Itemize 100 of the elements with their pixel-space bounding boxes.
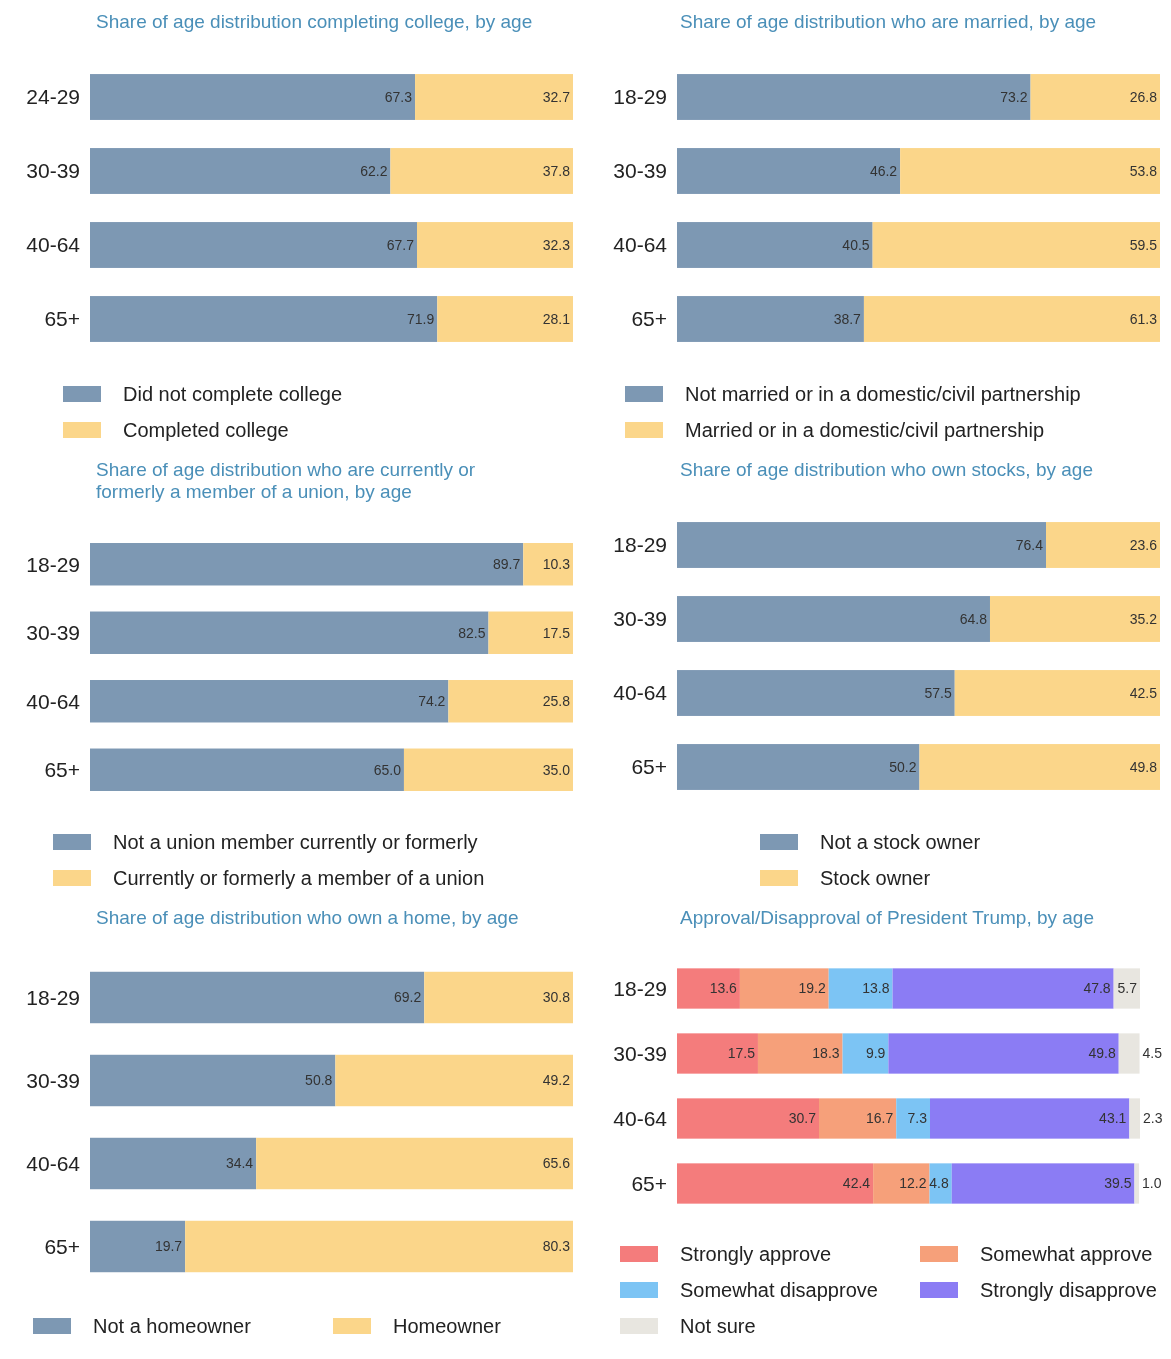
data-label: 46.2 [869,162,898,179]
data-label: 42.4 [842,1175,871,1192]
data-label: 65.0 [373,761,402,778]
legend-label: Did not complete college [123,383,343,405]
data-label: 64.8 [959,610,988,627]
legend-label: Strongly disapprove [980,1279,1157,1301]
bar [1129,1098,1140,1139]
bar [90,1137,257,1190]
data-label: 12.2 [899,1175,927,1192]
data-label: 30.8 [542,989,571,1006]
legend-label: Not a union member currently or formerly [113,831,478,853]
data-label: 89.7 [493,556,521,573]
bar [424,971,573,1024]
bar [954,670,1160,716]
data-label: 13.8 [862,980,890,997]
data-label: 9.9 [865,1045,886,1062]
legend-label: Homeowner [393,1315,502,1337]
bar [896,1098,931,1139]
data-label: 82.5 [458,624,486,641]
y-tick-label: 18-29 [613,533,667,557]
bar [90,74,416,120]
data-label: 71.9 [407,310,435,327]
y-tick-label: 30-39 [613,1041,667,1065]
bar [90,680,449,723]
bar [677,522,1047,568]
data-label: 49.8 [1088,1045,1116,1062]
y-tick-label: 18-29 [26,985,80,1009]
bar [989,596,1160,642]
data-label: 30.7 [788,1110,817,1127]
data-label: 28.1 [542,310,571,327]
bar [842,1033,889,1074]
y-tick-label: 40-64 [26,689,81,713]
data-label: 67.7 [386,236,415,253]
data-label: 1.0 [1142,1175,1162,1192]
bar [873,1163,930,1204]
y-tick-label: 65+ [44,758,80,782]
data-label: 80.3 [542,1238,571,1255]
legend-label: Currently or formerly a member of a union [113,867,485,889]
y-tick-label: 65+ [631,307,667,331]
bar [416,222,573,268]
legend-label: Somewhat disapprove [680,1279,878,1301]
legend-label: Strongly approve [680,1243,832,1265]
bar [892,968,1114,1009]
y-tick-label: 18-29 [613,976,667,1000]
data-label: 19.2 [798,980,826,997]
data-label: 61.3 [1129,310,1158,327]
legend-label: Somewhat approve [980,1243,1153,1265]
chart-title: Share of age distribution who own a home, by age [96,907,519,928]
data-label: 50.8 [305,1072,333,1089]
bar [90,296,438,342]
data-label: 4.8 [929,1175,949,1192]
chart-title: Share of age distribution who are married, by age [680,11,1097,32]
data-label: 40.5 [842,236,870,253]
y-tick-label: 40-64 [26,233,81,257]
data-label: 17.5 [542,624,571,641]
bar [415,74,573,120]
bar [677,1163,874,1204]
data-label: 35.2 [1129,610,1158,627]
bar [256,1137,573,1190]
y-tick-label: 40-64 [613,233,668,257]
y-tick-label: 30-39 [26,621,80,645]
data-label: 38.7 [833,310,862,327]
chart-title: Share of age distribution completing college, by age [96,11,533,32]
bar [677,670,955,716]
data-label: 4.5 [1142,1045,1163,1062]
bar [90,222,417,268]
bar [1118,1033,1140,1074]
bar [863,296,1160,342]
bar [900,148,1160,194]
bar [677,744,920,790]
data-label: 49.2 [542,1072,571,1089]
bar [930,1098,1130,1139]
y-tick-label: 65+ [631,1171,667,1195]
bar [1030,74,1160,120]
bar [951,1163,1135,1204]
legend-label: Not married or in a domestic/civil partnership [685,383,1081,405]
data-label: 57.5 [924,684,952,701]
data-label: 62.2 [360,162,388,179]
bar [677,296,864,342]
data-label: 23.6 [1129,536,1158,553]
legend-label: Stock owner [820,867,931,889]
chart-title: Share of age distribution who own stocks, by age [680,459,1093,480]
data-label: 18.3 [812,1045,840,1062]
data-label: 5.7 [1117,980,1138,997]
y-tick-label: 65+ [44,307,80,331]
data-label: 73.2 [1000,88,1028,105]
legend-label: Completed college [123,419,289,441]
bar [90,971,425,1024]
data-label: 50.2 [889,758,917,775]
bar [739,968,829,1009]
bar [828,968,893,1009]
data-label: 74.2 [418,693,446,710]
data-label: 43.1 [1099,1110,1127,1127]
bar [919,744,1160,790]
data-label: 32.3 [542,236,571,253]
data-label: 35.0 [542,761,571,778]
bar [1113,968,1140,1009]
data-label: 59.5 [1129,236,1158,253]
y-tick-label: 18-29 [26,552,80,576]
data-label: 47.8 [1083,980,1111,997]
